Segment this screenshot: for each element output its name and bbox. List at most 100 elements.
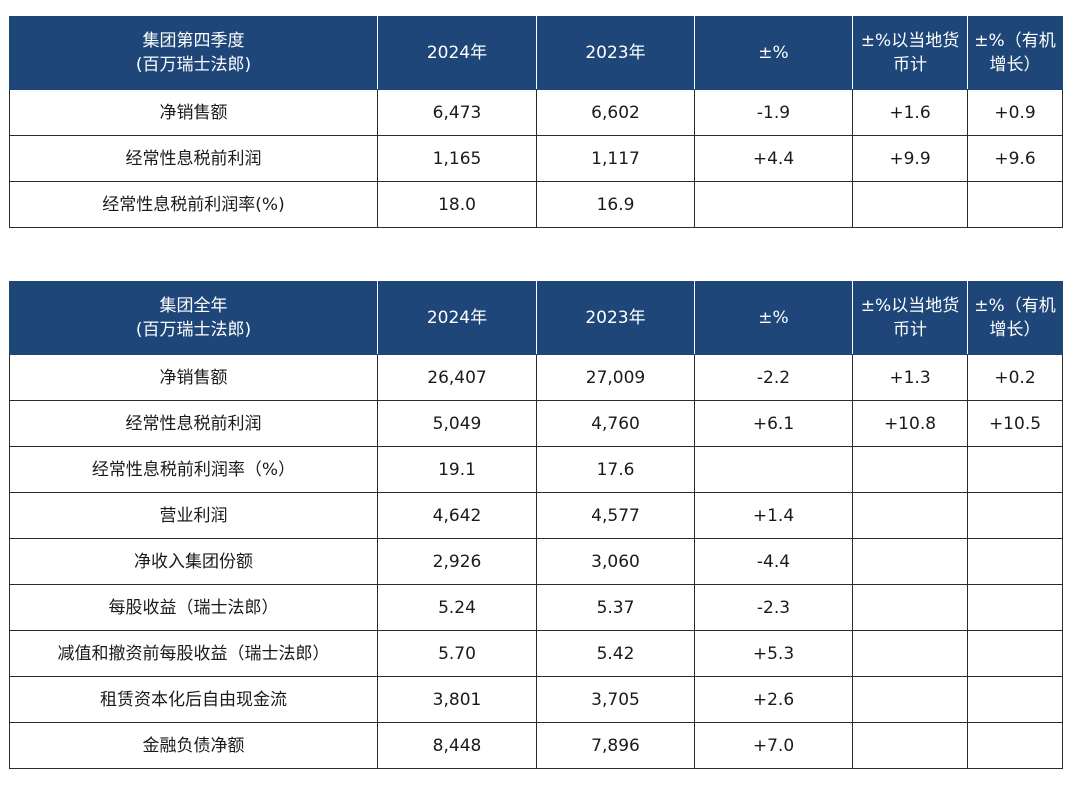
value-pct-organic xyxy=(967,181,1063,228)
row-label: 经常性息税前利润 xyxy=(9,135,378,182)
value-pct-local xyxy=(852,722,968,769)
value-pct-organic xyxy=(967,584,1063,631)
value-pct-local: +10.8 xyxy=(852,400,968,447)
value-2024: 3,801 xyxy=(377,676,537,723)
value-pct: +2.6 xyxy=(694,676,853,723)
row-label: 减值和撤资前每股收益（瑞士法郎） xyxy=(9,630,378,677)
value-pct-organic xyxy=(967,446,1063,493)
value-2023: 3,705 xyxy=(536,676,695,723)
col-header-2023: 2023年 xyxy=(536,16,695,90)
table-unit: (百万瑞士法郎) xyxy=(135,320,252,340)
col-header-2024: 2024年 xyxy=(377,281,537,355)
row-label: 净销售额 xyxy=(9,89,378,136)
row-label: 营业利润 xyxy=(9,492,378,539)
value-pct-local xyxy=(852,538,968,585)
value-pct: +1.4 xyxy=(694,492,853,539)
value-2024: 8,448 xyxy=(377,722,537,769)
value-pct-organic xyxy=(967,676,1063,723)
table-title: 集团第四季度 xyxy=(142,31,245,51)
table-header-row: 集团全年 (百万瑞士法郎) 2024年 2023年 ±% ±%以当地货币计 ±%… xyxy=(9,281,1063,355)
table-row: 经常性息税前利润率(%) 18.0 16.9 xyxy=(9,181,1063,228)
value-pct-local: +1.3 xyxy=(852,354,968,401)
value-pct: -4.4 xyxy=(694,538,853,585)
value-pct-local xyxy=(852,676,968,723)
value-pct-organic xyxy=(967,538,1063,585)
table-row: 净收入集团份额 2,926 3,060 -4.4 xyxy=(9,538,1063,585)
value-2023: 3,060 xyxy=(536,538,695,585)
table-row: 经常性息税前利润率（%） 19.1 17.6 xyxy=(9,446,1063,493)
value-2024: 4,642 xyxy=(377,492,537,539)
q4-results-table: 集团第四季度 (百万瑞士法郎) 2024年 2023年 ±% ±%以当地货币计 … xyxy=(9,16,1063,228)
value-pct: +5.3 xyxy=(694,630,853,677)
col-header-2023: 2023年 xyxy=(536,281,695,355)
value-pct-organic: +0.2 xyxy=(967,354,1063,401)
col-header-pct-organic: ±%（有机增长） xyxy=(967,281,1063,355)
table-row: 租赁资本化后自由现金流 3,801 3,705 +2.6 xyxy=(9,676,1063,723)
col-header-pct-local: ±%以当地货币计 xyxy=(852,16,968,90)
table-title-cell: 集团第四季度 (百万瑞士法郎) xyxy=(9,16,378,90)
col-header-pct-organic: ±%（有机增长） xyxy=(967,16,1063,90)
col-header-pct: ±% xyxy=(694,16,853,90)
value-2024: 5.70 xyxy=(377,630,537,677)
row-label: 每股收益（瑞士法郎） xyxy=(9,584,378,631)
value-2024: 5,049 xyxy=(377,400,537,447)
table-title-cell: 集团全年 (百万瑞士法郎) xyxy=(9,281,378,355)
value-pct-organic xyxy=(967,722,1063,769)
value-pct: +6.1 xyxy=(694,400,853,447)
value-2024: 26,407 xyxy=(377,354,537,401)
value-2024: 6,473 xyxy=(377,89,537,136)
value-2024: 1,165 xyxy=(377,135,537,182)
value-pct-local xyxy=(852,630,968,677)
table-row: 净销售额 6,473 6,602 -1.9 +1.6 +0.9 xyxy=(9,89,1063,136)
row-label: 净销售额 xyxy=(9,354,378,401)
col-header-pct: ±% xyxy=(694,281,853,355)
value-2024: 19.1 xyxy=(377,446,537,493)
col-header-pct-local: ±%以当地货币计 xyxy=(852,281,968,355)
value-2023: 16.9 xyxy=(536,181,695,228)
value-pct: +4.4 xyxy=(694,135,853,182)
table-row: 金融负债净额 8,448 7,896 +7.0 xyxy=(9,722,1063,769)
row-label: 净收入集团份额 xyxy=(9,538,378,585)
value-pct-organic: +9.6 xyxy=(967,135,1063,182)
table-title: 集团全年 xyxy=(159,296,228,316)
value-2023: 6,602 xyxy=(536,89,695,136)
value-pct-local xyxy=(852,446,968,493)
table-row: 每股收益（瑞士法郎） 5.24 5.37 -2.3 xyxy=(9,584,1063,631)
value-2023: 5.37 xyxy=(536,584,695,631)
table-row: 营业利润 4,642 4,577 +1.4 xyxy=(9,492,1063,539)
row-label: 经常性息税前利润 xyxy=(9,400,378,447)
table-row: 净销售额 26,407 27,009 -2.2 +1.3 +0.2 xyxy=(9,354,1063,401)
full-year-results-table: 集团全年 (百万瑞士法郎) 2024年 2023年 ±% ±%以当地货币计 ±%… xyxy=(9,281,1063,769)
table-header-row: 集团第四季度 (百万瑞士法郎) 2024年 2023年 ±% ±%以当地货币计 … xyxy=(9,16,1063,90)
value-pct xyxy=(694,181,853,228)
row-label: 金融负债净额 xyxy=(9,722,378,769)
row-label: 经常性息税前利润率（%） xyxy=(9,446,378,493)
value-2023: 5.42 xyxy=(536,630,695,677)
value-2023: 4,760 xyxy=(536,400,695,447)
value-pct-organic: +10.5 xyxy=(967,400,1063,447)
value-2023: 7,896 xyxy=(536,722,695,769)
value-2024: 5.24 xyxy=(377,584,537,631)
value-pct-organic: +0.9 xyxy=(967,89,1063,136)
value-2023: 27,009 xyxy=(536,354,695,401)
table-unit: (百万瑞士法郎) xyxy=(135,55,252,75)
value-pct-organic xyxy=(967,630,1063,677)
table-row: 经常性息税前利润 1,165 1,117 +4.4 +9.9 +9.6 xyxy=(9,135,1063,182)
value-pct-local xyxy=(852,492,968,539)
value-pct-local: +1.6 xyxy=(852,89,968,136)
row-label: 租赁资本化后自由现金流 xyxy=(9,676,378,723)
value-2023: 4,577 xyxy=(536,492,695,539)
value-pct-local xyxy=(852,584,968,631)
value-pct xyxy=(694,446,853,493)
value-pct: -1.9 xyxy=(694,89,853,136)
row-label: 经常性息税前利润率(%) xyxy=(9,181,378,228)
value-2024: 18.0 xyxy=(377,181,537,228)
col-header-2024: 2024年 xyxy=(377,16,537,90)
value-2023: 17.6 xyxy=(536,446,695,493)
value-pct: +7.0 xyxy=(694,722,853,769)
value-pct-local xyxy=(852,181,968,228)
value-pct-local: +9.9 xyxy=(852,135,968,182)
value-pct: -2.3 xyxy=(694,584,853,631)
table-row: 经常性息税前利润 5,049 4,760 +6.1 +10.8 +10.5 xyxy=(9,400,1063,447)
table-row: 减值和撤资前每股收益（瑞士法郎） 5.70 5.42 +5.3 xyxy=(9,630,1063,677)
